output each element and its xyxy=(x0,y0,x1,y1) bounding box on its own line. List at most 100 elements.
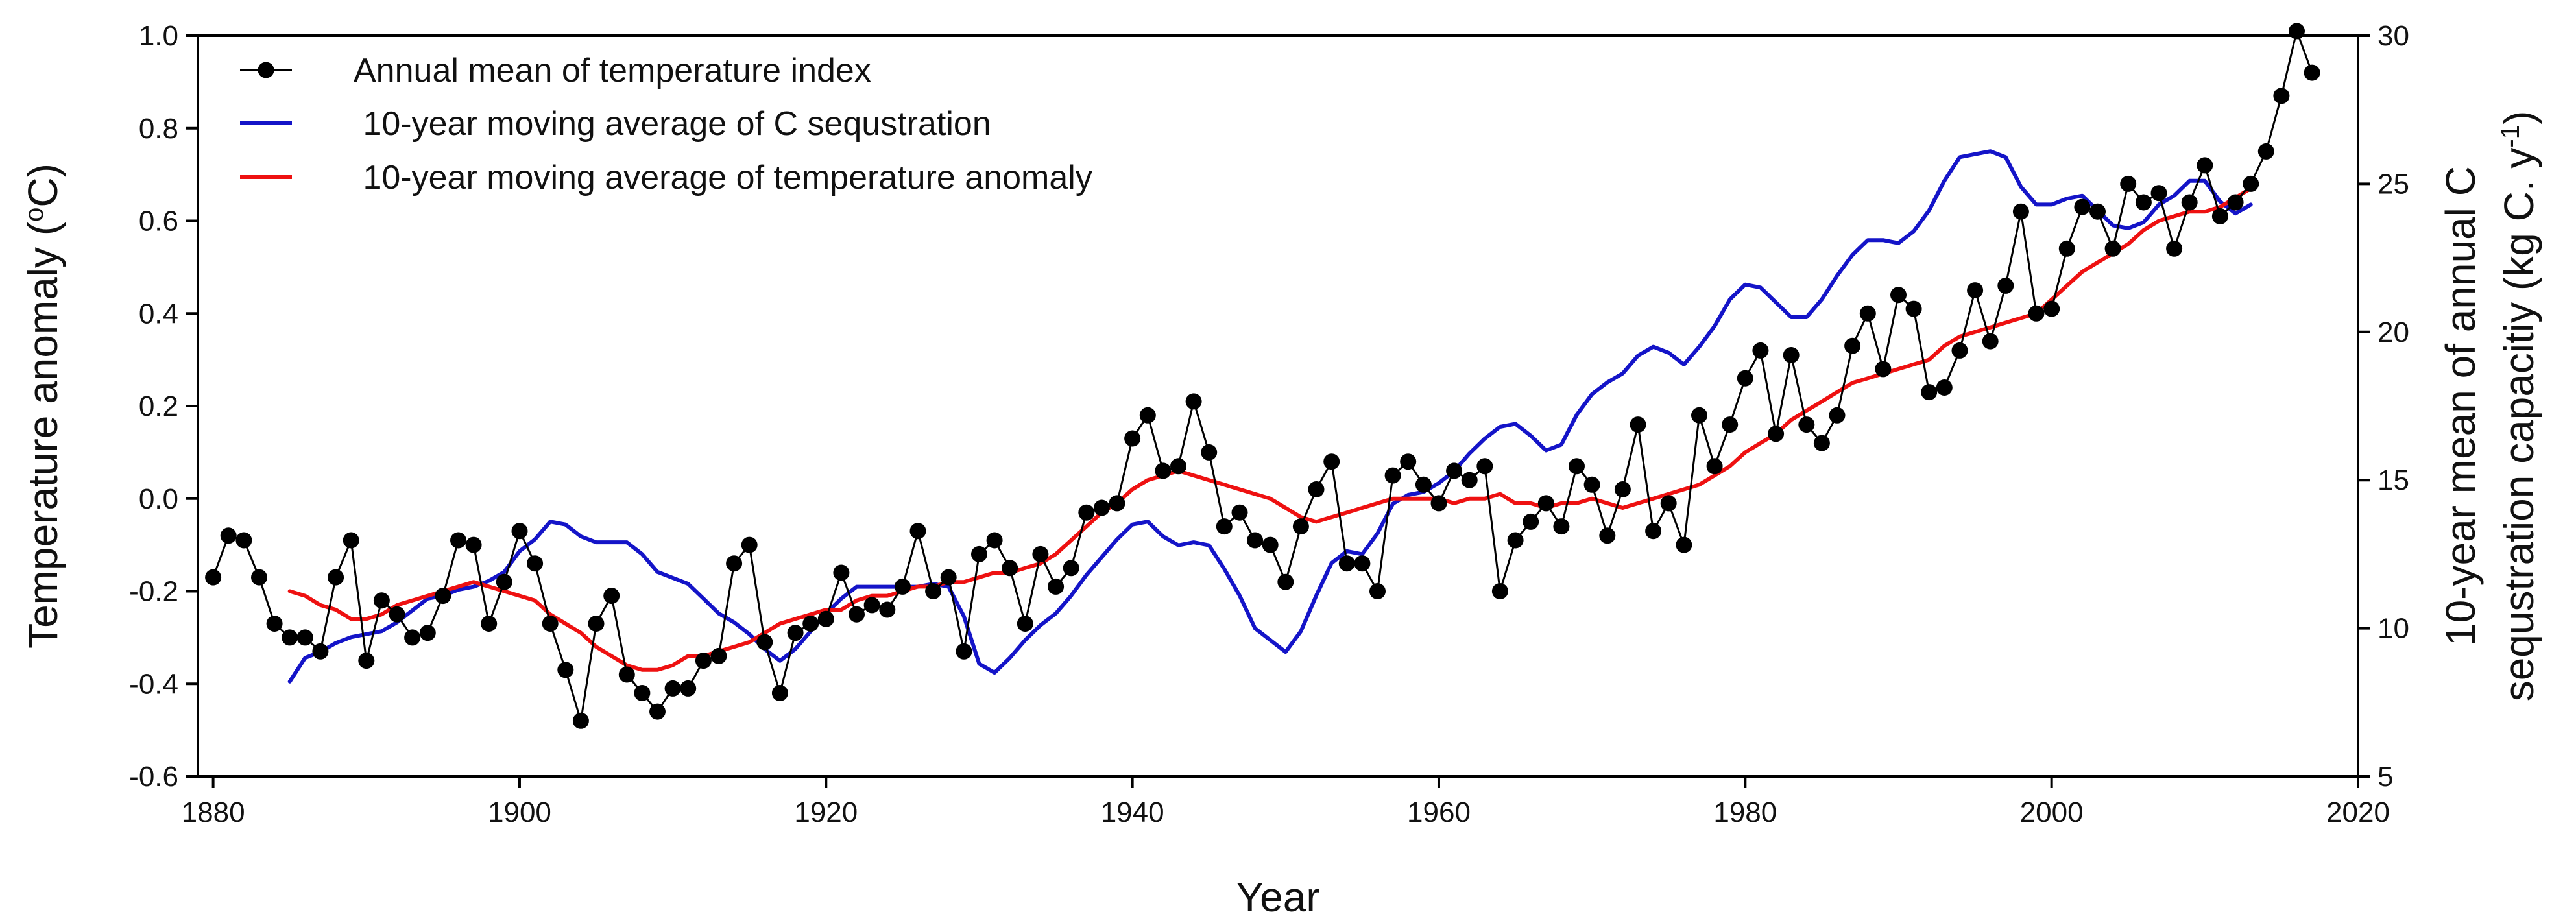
data-point xyxy=(894,578,911,595)
data-point xyxy=(1951,342,1968,359)
data-point xyxy=(1277,573,1294,590)
data-point xyxy=(527,555,544,572)
data-point xyxy=(741,536,758,553)
y-right-tick-label: 30 xyxy=(2377,20,2409,52)
data-point xyxy=(1400,453,1417,470)
data-point xyxy=(1829,407,1846,424)
y-left-tick-label: 0.8 xyxy=(139,113,178,145)
data-point xyxy=(373,592,390,609)
data-point xyxy=(1384,467,1401,484)
data-point xyxy=(282,629,298,646)
series-line-c_seq xyxy=(287,149,2253,684)
data-point xyxy=(1247,532,1264,549)
data-point xyxy=(1491,583,1508,599)
data-point xyxy=(971,545,987,562)
data-point xyxy=(2273,88,2290,104)
data-point xyxy=(1415,476,1432,493)
data-point xyxy=(1063,560,1079,577)
data-point xyxy=(771,685,788,701)
data-point xyxy=(756,634,773,651)
data-point xyxy=(1124,430,1141,447)
x-tick-label: 2000 xyxy=(2020,797,2084,828)
data-point xyxy=(1139,407,1156,424)
data-point xyxy=(1308,481,1325,497)
data-point xyxy=(2243,175,2259,192)
data-point xyxy=(220,527,237,544)
data-point xyxy=(1859,305,1876,322)
legend-label: 10-year moving average of temperature an… xyxy=(354,159,1092,197)
data-point xyxy=(1599,527,1616,544)
data-point xyxy=(680,680,697,697)
data-point xyxy=(2028,305,2045,322)
data-point xyxy=(1537,495,1554,512)
data-point xyxy=(2257,143,2274,160)
data-point xyxy=(879,601,896,618)
data-point xyxy=(1032,545,1049,562)
data-point xyxy=(1921,384,1938,401)
data-point xyxy=(1109,495,1125,512)
plot-frame xyxy=(197,34,2359,778)
data-point xyxy=(787,625,804,641)
data-point xyxy=(235,532,252,549)
data-point xyxy=(940,569,957,586)
y-axis-left-title-sup: o xyxy=(20,208,49,222)
data-point xyxy=(1982,333,1999,350)
legend-item-temp_ma: 10-year moving average of temperature an… xyxy=(240,159,1092,197)
data-point xyxy=(496,573,512,590)
data-point xyxy=(1783,347,1800,363)
x-tick-label: 1900 xyxy=(488,797,551,828)
data-point xyxy=(2211,208,2228,224)
data-point xyxy=(1170,458,1186,475)
data-point xyxy=(1798,416,1815,433)
data-point xyxy=(1461,472,1478,488)
y-axis-right-title-line1: 10-year mean of annual C xyxy=(2437,166,2484,646)
data-point xyxy=(2012,203,2029,220)
data-point xyxy=(435,588,451,605)
data-point xyxy=(2166,240,2183,257)
data-point xyxy=(649,703,666,720)
data-point xyxy=(726,555,743,572)
tick-labels: 1880 1900 1920 1940 1960 1980 2000 2020 -0.6 -0.4… xyxy=(129,20,2409,828)
data-point xyxy=(1476,458,1493,475)
data-point xyxy=(1844,337,1861,354)
data-point xyxy=(956,643,972,660)
data-point xyxy=(1890,287,1907,304)
data-point xyxy=(328,569,344,586)
legend-label: 10-year moving average of C sequstration xyxy=(354,105,991,143)
data-point xyxy=(1262,536,1279,553)
data-point xyxy=(2135,194,2152,211)
data-point xyxy=(2043,300,2060,317)
data-point xyxy=(1216,518,1233,535)
y-left-tick-label: 0.2 xyxy=(139,390,178,422)
legend-label: Annual mean of temperature index xyxy=(354,52,871,90)
data-point xyxy=(419,625,436,641)
y-right-tick-label: 20 xyxy=(2377,317,2409,348)
y-left-tick-label: -0.4 xyxy=(129,668,178,700)
data-point xyxy=(1430,495,1447,512)
series-c_seq xyxy=(287,149,2253,684)
data-point xyxy=(266,616,283,632)
x-tick-label: 1920 xyxy=(794,797,858,828)
data-point xyxy=(802,616,819,632)
data-point xyxy=(695,653,712,669)
data-point xyxy=(909,523,926,540)
legend-marker xyxy=(258,62,274,78)
y-axis-right-title-line2-pre: sequstration capacitiy (kg C. y xyxy=(2496,148,2542,702)
data-point xyxy=(1967,282,1984,299)
data-point xyxy=(1017,616,1033,632)
y-axis-left-title-post: C) xyxy=(19,163,66,208)
data-point xyxy=(1752,342,1769,359)
data-point xyxy=(1813,435,1830,451)
data-point xyxy=(817,610,834,627)
data-point xyxy=(358,653,375,669)
data-point xyxy=(1369,583,1386,599)
data-point xyxy=(542,616,559,632)
y-left-tick-label: -0.2 xyxy=(129,576,178,608)
x-tick-label: 1880 xyxy=(182,797,245,828)
y-right-tick-label: 15 xyxy=(2377,464,2409,496)
data-point xyxy=(925,583,942,599)
data-point xyxy=(2120,175,2137,192)
y-right-tick-label: 5 xyxy=(2377,761,2393,793)
data-point xyxy=(2181,194,2198,211)
